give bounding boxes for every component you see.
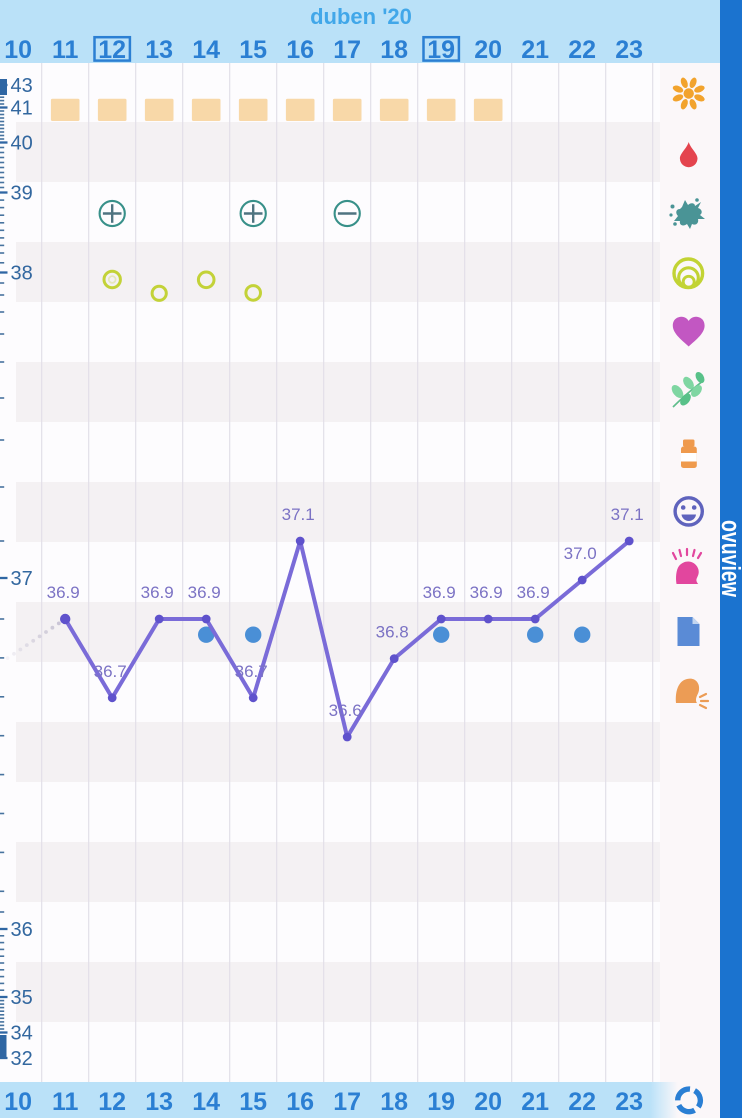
svg-text:20: 20 [474,1088,502,1116]
svg-text:37: 37 [11,568,33,590]
svg-text:ovuview: ovuview [716,520,742,597]
svg-text:22: 22 [568,36,596,64]
svg-text:14: 14 [192,36,220,64]
svg-text:18: 18 [380,36,408,64]
svg-text:32: 32 [11,1048,33,1070]
svg-text:22: 22 [568,1088,596,1116]
svg-text:duben '20: duben '20 [310,4,412,29]
svg-text:19: 19 [427,1088,455,1116]
svg-text:10: 10 [4,36,32,64]
svg-text:23: 23 [615,36,643,64]
svg-text:36: 36 [11,919,33,941]
svg-text:41: 41 [11,98,33,120]
svg-text:43: 43 [11,75,33,97]
svg-text:36.7: 36.7 [235,662,268,681]
svg-text:15: 15 [239,36,267,64]
svg-text:36.6: 36.6 [329,701,362,720]
svg-text:16: 16 [286,36,314,64]
svg-text:14: 14 [192,1088,220,1116]
svg-text:12: 12 [98,36,126,64]
svg-text:37.0: 37.0 [564,544,597,563]
svg-text:35: 35 [11,987,33,1009]
svg-text:36.9: 36.9 [141,583,174,602]
svg-text:13: 13 [145,1088,173,1116]
svg-text:34: 34 [11,1023,33,1045]
svg-text:36.9: 36.9 [47,583,80,602]
svg-text:11: 11 [52,36,79,64]
svg-text:21: 21 [521,1088,549,1116]
svg-text:37.1: 37.1 [611,505,644,524]
svg-text:20: 20 [474,36,502,64]
svg-text:36.9: 36.9 [423,583,456,602]
svg-text:16: 16 [286,1088,314,1116]
svg-text:39: 39 [11,183,33,205]
svg-text:10: 10 [4,1088,32,1116]
svg-text:11: 11 [52,1088,79,1116]
svg-text:17: 17 [333,1088,361,1116]
svg-text:12: 12 [98,1088,126,1116]
svg-text:18: 18 [380,1088,408,1116]
svg-text:36.9: 36.9 [517,583,550,602]
svg-text:36.7: 36.7 [94,662,127,681]
svg-text:40: 40 [11,133,33,155]
svg-text:36.8: 36.8 [376,623,409,642]
svg-text:36.9: 36.9 [470,583,503,602]
svg-text:21: 21 [521,36,549,64]
svg-text:36.9: 36.9 [188,583,221,602]
svg-text:15: 15 [239,1088,267,1116]
svg-text:13: 13 [145,36,173,64]
svg-text:38: 38 [11,263,33,285]
svg-text:19: 19 [427,36,455,64]
svg-text:17: 17 [333,36,361,64]
svg-text:23: 23 [615,1088,643,1116]
svg-text:37.1: 37.1 [282,505,315,524]
